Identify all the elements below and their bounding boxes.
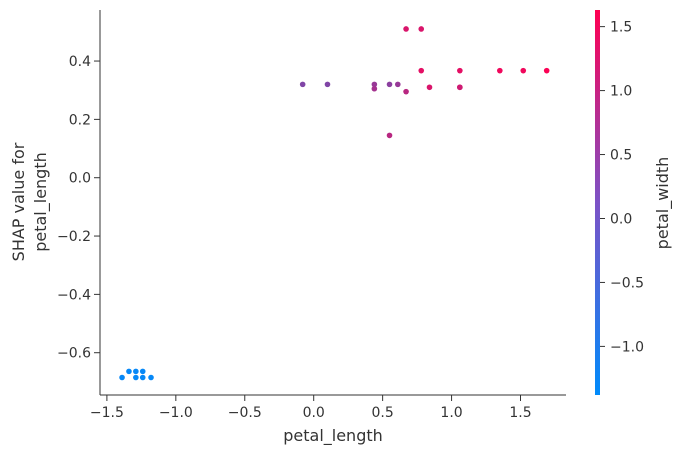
y-ticks: −0.6 −0.4 −0.2 0.0 0.2 0.4 [57, 54, 100, 362]
y-tick-label: 0.4 [69, 54, 91, 70]
colorbar-tick-label: 0.5 [610, 148, 632, 164]
data-point [371, 81, 378, 88]
data-point [126, 368, 132, 375]
data-point [119, 374, 125, 381]
data-point [386, 132, 393, 139]
data-point [133, 368, 139, 375]
x-tick-label: 1.0 [440, 405, 462, 421]
y-axis-title-line-2: petal_length [31, 152, 51, 252]
y-tick-label: 0.0 [69, 171, 91, 187]
data-point [543, 67, 550, 74]
colorbar-label: petal_width [653, 157, 673, 250]
x-ticks: −1.5 −1.0 −0.5 0.0 0.5 1.0 1.5 [90, 395, 532, 421]
data-point [299, 81, 306, 88]
x-tick-label: −0.5 [228, 405, 262, 421]
colorbar-tick-label: −0.5 [610, 275, 644, 291]
data-point [497, 67, 503, 74]
x-tick-label: 0.5 [372, 405, 394, 421]
colorbar: −1.0 −0.5 0.0 0.5 1.0 1.5 petal_width [595, 10, 673, 395]
colorbar-tick-label: 1.0 [610, 84, 632, 100]
x-tick-label: 1.5 [509, 405, 531, 421]
y-tick-label: −0.6 [57, 346, 91, 362]
x-axis-title: petal_length [283, 426, 383, 446]
data-point [394, 81, 401, 88]
data-point [418, 26, 425, 32]
data-point [418, 67, 425, 74]
data-point [148, 374, 154, 381]
data-point [371, 85, 378, 92]
y-tick-label: 0.2 [69, 112, 91, 128]
x-tick-label: −1.0 [159, 405, 193, 421]
data-point [457, 67, 463, 74]
y-axis-title: SHAP value for petal_length [9, 142, 51, 261]
data-point [520, 67, 527, 74]
data-point [403, 88, 409, 95]
data-point [133, 374, 139, 381]
scatter-points [119, 26, 550, 381]
colorbar-tick-label: 0.0 [610, 211, 632, 227]
data-point [324, 81, 331, 88]
plot-area: −0.6 −0.4 −0.2 0.0 0.2 0.4 −1.5 −1.0 −0.5 0.0 0.5… [57, 10, 566, 421]
y-tick-label: −0.2 [57, 229, 91, 245]
data-point [139, 368, 146, 375]
data-point [457, 84, 463, 91]
colorbar-gradient [595, 10, 600, 395]
y-tick-label: −0.4 [57, 287, 91, 303]
colorbar-tick-label: 1.5 [610, 20, 632, 36]
colorbar-ticks: −1.0 −0.5 0.0 0.5 1.0 1.5 [600, 20, 644, 355]
data-point [139, 374, 146, 381]
data-point [426, 84, 433, 91]
x-tick-label: 0.0 [303, 405, 325, 421]
data-point [386, 81, 393, 88]
data-point [403, 26, 409, 32]
colorbar-tick-label: −1.0 [610, 339, 644, 355]
y-axis-title-line-1: SHAP value for [9, 142, 28, 261]
x-tick-label: −1.5 [90, 405, 124, 421]
